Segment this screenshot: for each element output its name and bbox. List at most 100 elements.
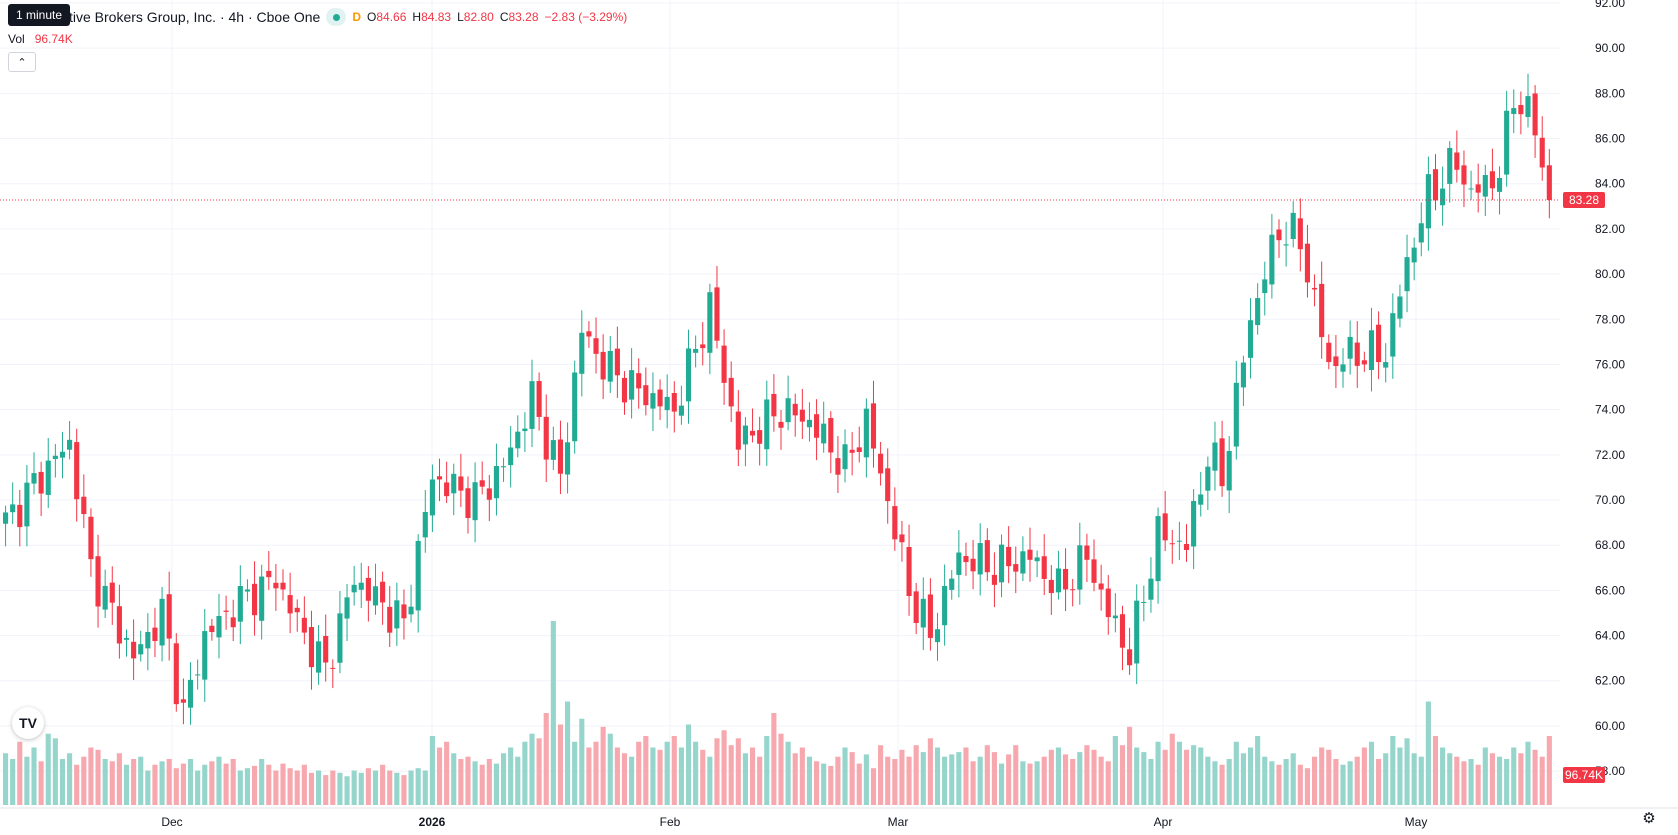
candle-down <box>81 496 87 515</box>
candle-up <box>550 440 556 460</box>
candle-up <box>493 466 499 499</box>
volume-bar <box>1134 747 1140 805</box>
volume-bar <box>671 736 677 805</box>
candle-down <box>1361 360 1367 365</box>
candle-up <box>1141 602 1147 604</box>
candle-up <box>508 447 514 466</box>
volume-bar <box>1290 753 1296 805</box>
volume-label[interactable]: Vol <box>8 32 25 46</box>
candle-down <box>1162 513 1168 541</box>
candle-down <box>465 488 471 518</box>
volume-bar <box>1539 756 1545 805</box>
candle-up <box>429 479 435 516</box>
market-status-icon[interactable] <box>326 8 347 26</box>
candle-up <box>31 473 37 484</box>
candle-down <box>1518 105 1524 115</box>
candle-down <box>878 453 884 474</box>
volume-bar <box>444 741 450 805</box>
volume-bar <box>408 770 414 805</box>
candle-up <box>572 372 578 442</box>
candle-up <box>785 398 791 423</box>
volume-bar <box>1447 753 1453 805</box>
volume-bar <box>17 741 23 805</box>
candle-up <box>806 419 813 428</box>
volume-bar <box>1496 756 1503 805</box>
volume-tag <box>1563 767 1605 783</box>
volume-bar <box>1390 736 1396 805</box>
data-delay-badge[interactable]: D <box>352 10 362 24</box>
candle-up <box>977 543 983 575</box>
volume-bar <box>308 772 315 805</box>
gear-icon[interactable]: ⚙ <box>1642 810 1656 827</box>
volume-bar <box>1397 747 1403 805</box>
volume-tag-label: 96.74K <box>1565 768 1603 782</box>
volume-bar <box>806 756 813 805</box>
candle-up <box>1198 494 1204 505</box>
candle-down <box>892 506 898 540</box>
candle-down <box>251 583 258 616</box>
volume-bar <box>1511 747 1517 805</box>
volume-bar <box>123 764 130 805</box>
candle-down <box>536 381 542 417</box>
volume-bar <box>749 747 756 805</box>
candle-up <box>216 616 222 638</box>
volume-bar <box>1354 756 1360 805</box>
volume-bar <box>1319 747 1325 805</box>
candle-up <box>145 631 151 649</box>
candle-up <box>472 482 478 521</box>
ohlc-low: L82.80 <box>457 10 494 24</box>
y-tick-label: 88.00 <box>1595 86 1625 100</box>
candle-down <box>714 287 720 341</box>
volume-bar <box>1162 749 1168 805</box>
volume-bar <box>636 741 642 805</box>
candle-down <box>330 667 336 669</box>
volume-bar <box>316 770 322 805</box>
candle-down <box>436 476 443 480</box>
candle-down <box>814 414 820 438</box>
candle-down <box>721 345 727 383</box>
candle-up <box>123 637 130 640</box>
volume-bar <box>707 756 713 805</box>
volume-bar <box>337 772 343 805</box>
volume-bar <box>1148 759 1154 805</box>
volume-bar <box>24 756 30 805</box>
candle-down <box>1539 137 1545 168</box>
candle-down <box>273 582 279 589</box>
candle-down <box>1461 165 1467 185</box>
volume-bar <box>771 713 777 805</box>
collapse-legend-button[interactable]: ⌃ <box>8 52 36 72</box>
candle-down <box>1489 171 1495 189</box>
candle-up <box>579 332 585 374</box>
candle-up <box>1404 257 1410 292</box>
y-tick-label: 74.00 <box>1595 403 1625 417</box>
volume-bar <box>273 770 279 805</box>
y-tick-label: 62.00 <box>1595 674 1625 688</box>
volume-bar <box>1454 756 1460 805</box>
candle-up <box>195 674 201 676</box>
candle-down <box>970 558 976 572</box>
x-tick-label: Dec <box>161 815 182 829</box>
volume-bar <box>621 753 628 805</box>
volume-bar <box>870 768 877 805</box>
volume-bar <box>529 733 535 805</box>
candle-down <box>828 418 834 453</box>
candle-up <box>1447 147 1453 184</box>
candle-down <box>1013 564 1019 572</box>
tradingview-logo-icon[interactable]: TV <box>12 707 44 739</box>
candle-down <box>95 556 101 607</box>
volume-bar <box>1411 753 1417 805</box>
symbol-title[interactable]: ctive Brokers Group, Inc. · 4h · Cboe On… <box>62 9 321 25</box>
volume-bar <box>493 763 499 805</box>
candle-down <box>543 416 549 460</box>
candle-up <box>1020 551 1026 574</box>
candle-down <box>301 617 307 633</box>
candle-down <box>799 409 805 422</box>
candle-down <box>1297 218 1303 250</box>
candle-down <box>116 606 122 644</box>
volume-bar <box>422 770 428 805</box>
candle-up <box>1368 330 1375 371</box>
candle-up <box>678 405 684 416</box>
candle-up <box>821 423 827 444</box>
